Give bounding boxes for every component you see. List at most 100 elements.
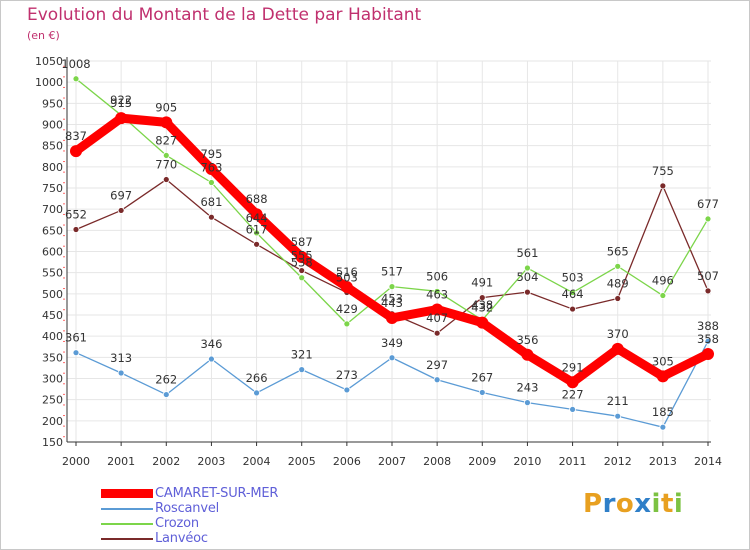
y-tick-label: 1000 xyxy=(35,76,63,89)
data-point-lanveoc xyxy=(162,176,170,183)
data-label-lanveoc: 617 xyxy=(246,222,268,236)
y-tick-label: 150 xyxy=(42,436,63,449)
x-tick-label: 2010 xyxy=(513,455,541,468)
data-label-crozon: 517 xyxy=(381,265,403,279)
data-label-roscanvel: 211 xyxy=(607,394,629,408)
data-point-roscanvel xyxy=(72,349,80,357)
y-tick-label: 800 xyxy=(42,161,63,174)
data-point-roscanvel xyxy=(253,389,260,397)
data-point-crozon xyxy=(343,320,351,328)
y-tick-label: 450 xyxy=(42,309,63,322)
x-tick-label: 2007 xyxy=(378,455,406,468)
data-label-lanveoc: 652 xyxy=(65,207,87,221)
data-label-crozon: 922 xyxy=(110,93,132,107)
data-point-crozon xyxy=(433,287,441,295)
data-point-camaret xyxy=(656,370,669,383)
data-point-camaret xyxy=(702,347,714,360)
data-label-crozon: 1008 xyxy=(61,57,90,71)
data-label-camaret: 443 xyxy=(381,296,403,310)
data-label-crozon: 827 xyxy=(155,133,177,147)
data-label-roscanvel: 185 xyxy=(652,405,674,419)
data-point-camaret xyxy=(340,281,353,294)
data-label-lanveoc: 507 xyxy=(697,269,719,283)
y-tick-label: 850 xyxy=(42,140,63,153)
data-point-roscanvel xyxy=(117,369,125,377)
data-label-camaret: 915 xyxy=(110,96,132,110)
data-point-lanveoc xyxy=(253,240,260,248)
data-point-lanveoc xyxy=(659,182,667,190)
chart-unit: (en €) xyxy=(27,29,60,42)
data-point-crozon xyxy=(704,215,712,223)
data-label-crozon: 438 xyxy=(471,298,493,312)
data-label-roscanvel: 349 xyxy=(381,336,403,350)
logo-letter: r xyxy=(602,489,616,519)
data-point-roscanvel xyxy=(298,366,306,374)
data-label-roscanvel: 267 xyxy=(471,370,493,384)
data-label-camaret: 463 xyxy=(426,287,448,301)
logo-letter: i xyxy=(651,489,661,519)
legend-item-roscanvel[interactable]: Roscanvel xyxy=(101,501,278,516)
x-tick-label: 2002 xyxy=(152,455,180,468)
data-point-roscanvel xyxy=(208,355,215,363)
data-point-crozon xyxy=(298,274,306,282)
legend-item-lanveoc[interactable]: Lanvéoc xyxy=(101,531,278,546)
y-tick-label: 350 xyxy=(42,351,63,364)
data-point-lanveoc xyxy=(524,288,531,296)
data-point-roscanvel xyxy=(569,406,576,413)
data-point-lanveoc xyxy=(117,207,125,214)
data-point-crozon xyxy=(524,264,531,272)
data-point-camaret xyxy=(611,342,624,355)
data-point-roscanvel xyxy=(162,391,170,398)
data-label-camaret: 291 xyxy=(562,360,584,374)
legend-item-camaret[interactable]: CAMARET-SUR-MER xyxy=(101,486,278,501)
legend-label-camaret: CAMARET-SUR-MER xyxy=(155,486,279,501)
data-label-camaret: 837 xyxy=(65,129,87,143)
data-point-lanveoc xyxy=(433,329,441,337)
legend-label-crozon: Crozon xyxy=(155,516,199,531)
x-tick-label: 2012 xyxy=(604,455,632,468)
legend-swatch-roscanvel xyxy=(101,507,153,510)
y-tick-label: 200 xyxy=(42,415,63,428)
chart-legend: CAMARET-SUR-MER Roscanvel Crozon Lanvéoc xyxy=(101,486,278,546)
data-label-crozon: 429 xyxy=(336,302,358,316)
data-point-crozon xyxy=(208,179,215,186)
data-label-crozon: 677 xyxy=(697,197,719,211)
data-point-camaret xyxy=(250,208,263,221)
data-point-crozon xyxy=(614,262,622,270)
legend-swatch-camaret xyxy=(101,489,153,498)
logo-letter: x xyxy=(634,489,652,519)
legend-swatch-crozon xyxy=(101,522,153,525)
data-point-lanveoc xyxy=(478,294,486,302)
legend-swatch-lanveoc xyxy=(101,537,153,540)
data-label-crozon: 538 xyxy=(291,256,313,270)
data-point-roscanvel xyxy=(478,389,486,396)
x-tick-label: 2000 xyxy=(62,455,90,468)
data-point-roscanvel xyxy=(614,412,622,420)
data-label-roscanvel: 321 xyxy=(291,348,313,362)
legend-item-crozon[interactable]: Crozon xyxy=(101,516,278,531)
data-label-camaret: 358 xyxy=(697,332,719,346)
logo-letter: o xyxy=(615,489,635,519)
y-tick-label: 400 xyxy=(42,330,63,343)
y-tick-label: 700 xyxy=(42,203,63,216)
data-label-camaret: 795 xyxy=(200,147,222,161)
data-point-lanveoc xyxy=(569,305,576,313)
data-label-camaret: 587 xyxy=(291,235,313,249)
data-label-camaret: 516 xyxy=(336,265,358,279)
data-label-lanveoc: 491 xyxy=(471,276,493,290)
proxiti-logo: Proxiti xyxy=(583,489,683,519)
data-label-lanveoc: 555 xyxy=(291,249,313,263)
data-label-camaret: 370 xyxy=(607,327,629,341)
data-label-crozon: 561 xyxy=(516,246,538,260)
data-label-roscanvel: 273 xyxy=(336,368,358,382)
data-point-camaret xyxy=(476,316,489,329)
data-label-crozon: 565 xyxy=(607,244,629,258)
data-point-roscanvel xyxy=(524,399,531,407)
data-label-lanveoc: 504 xyxy=(516,270,538,284)
data-label-crozon: 496 xyxy=(652,274,674,288)
data-point-camaret xyxy=(295,251,308,264)
x-tick-label: 2004 xyxy=(243,455,271,468)
logo-letter: t xyxy=(660,489,674,519)
